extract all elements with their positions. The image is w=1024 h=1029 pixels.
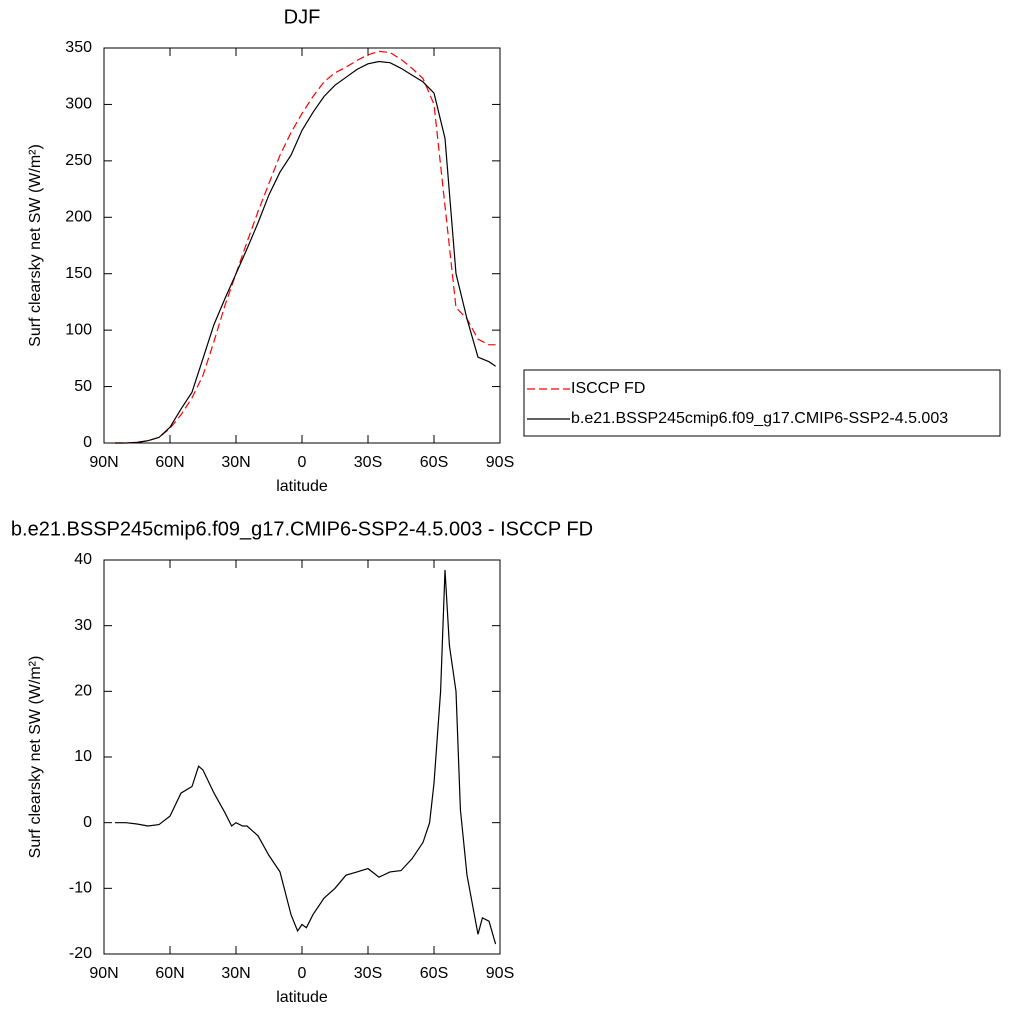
legend-label: ISCCP FD bbox=[571, 380, 645, 397]
y-tick-label: 40 bbox=[74, 551, 92, 568]
y-tick-label: 0 bbox=[83, 814, 92, 831]
x-tick-label: 30N bbox=[221, 454, 250, 471]
chart-title: DJF bbox=[284, 6, 321, 28]
x-tick-label: 90S bbox=[486, 454, 514, 471]
x-axis-label: latitude bbox=[276, 989, 328, 1006]
legend: ISCCP FD b.e21.BSSP245cmip6.f09_g17.CMIP6… bbox=[523, 369, 1001, 437]
y-tick-label: 350 bbox=[65, 39, 92, 56]
x-tick-label: 60S bbox=[420, 965, 448, 982]
x-tick-label: 90N bbox=[89, 454, 118, 471]
x-tick-label: 60N bbox=[155, 965, 184, 982]
data-line bbox=[115, 50, 496, 444]
x-tick-label: 90S bbox=[486, 965, 514, 982]
y-tick-label: 250 bbox=[65, 152, 92, 169]
y-tick-label: 10 bbox=[74, 748, 92, 765]
y-tick-label: -20 bbox=[69, 945, 92, 962]
chart-title: b.e21.BSSP245cmip6.f09_g17.CMIP6-SSP2-4.… bbox=[11, 518, 593, 540]
plot-frame bbox=[103, 559, 501, 955]
y-tick-label: 100 bbox=[65, 321, 92, 338]
x-tick-label: 0 bbox=[298, 454, 307, 471]
y-tick-label: -10 bbox=[69, 880, 92, 897]
x-tick-label: 30N bbox=[221, 965, 250, 982]
x-tick-label: 0 bbox=[298, 965, 307, 982]
legend-label: b.e21.BSSP245cmip6.f09_g17.CMIP6-SSP2-4.… bbox=[571, 410, 948, 427]
y-axis-label: Surf clearsky net SW (W/m²) bbox=[27, 656, 44, 859]
y-tick-label: 300 bbox=[65, 96, 92, 113]
data-line bbox=[115, 569, 497, 945]
x-tick-label: 60S bbox=[420, 454, 448, 471]
y-tick-label: 200 bbox=[65, 209, 92, 226]
y-tick-label: 0 bbox=[83, 434, 92, 451]
x-tick-label: 30S bbox=[354, 965, 382, 982]
y-tick-label: 50 bbox=[74, 378, 92, 395]
legend-frame bbox=[523, 369, 1001, 437]
x-tick-label: 60N bbox=[155, 454, 184, 471]
y-tick-label: 150 bbox=[65, 265, 92, 282]
y-tick-label: 20 bbox=[74, 683, 92, 700]
plot-frame bbox=[103, 47, 501, 444]
y-tick-label: 30 bbox=[74, 617, 92, 634]
x-axis-label: latitude bbox=[276, 478, 328, 495]
x-tick-label: 30S bbox=[354, 454, 382, 471]
y-axis-label: Surf clearsky net SW (W/m²) bbox=[27, 144, 44, 347]
x-tick-label: 90N bbox=[89, 965, 118, 982]
data-line bbox=[115, 60, 496, 444]
